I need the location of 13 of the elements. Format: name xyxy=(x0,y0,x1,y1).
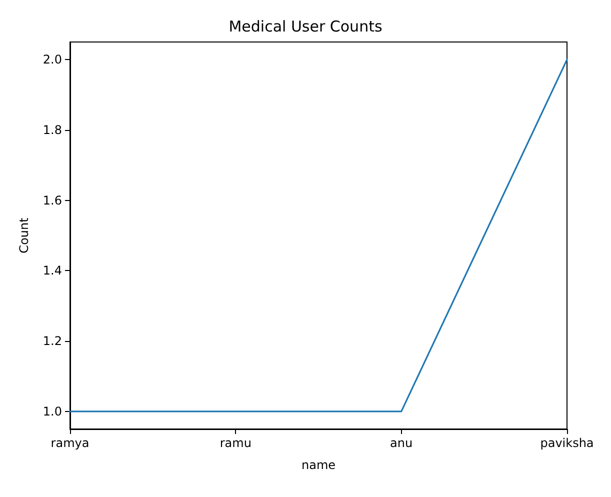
y-tick-label: 1.0 xyxy=(42,404,62,418)
y-axis-title: Count xyxy=(17,217,31,254)
y-tick-label: 1.6 xyxy=(42,193,62,208)
chart-title: Medical User Counts xyxy=(228,18,382,36)
x-tick-label: ramya xyxy=(50,436,90,450)
y-tick-label: 1.4 xyxy=(42,264,62,278)
y-tick-label: 1.2 xyxy=(42,334,62,348)
x-tick-label: ramu xyxy=(220,436,252,450)
x-axis-title: name xyxy=(301,458,336,472)
y-tick-label: 1.8 xyxy=(42,122,62,137)
x-tick-label: anu xyxy=(390,436,413,450)
y-tick-label: 2.0 xyxy=(42,52,62,67)
x-tick-label: paviksha xyxy=(540,436,594,450)
